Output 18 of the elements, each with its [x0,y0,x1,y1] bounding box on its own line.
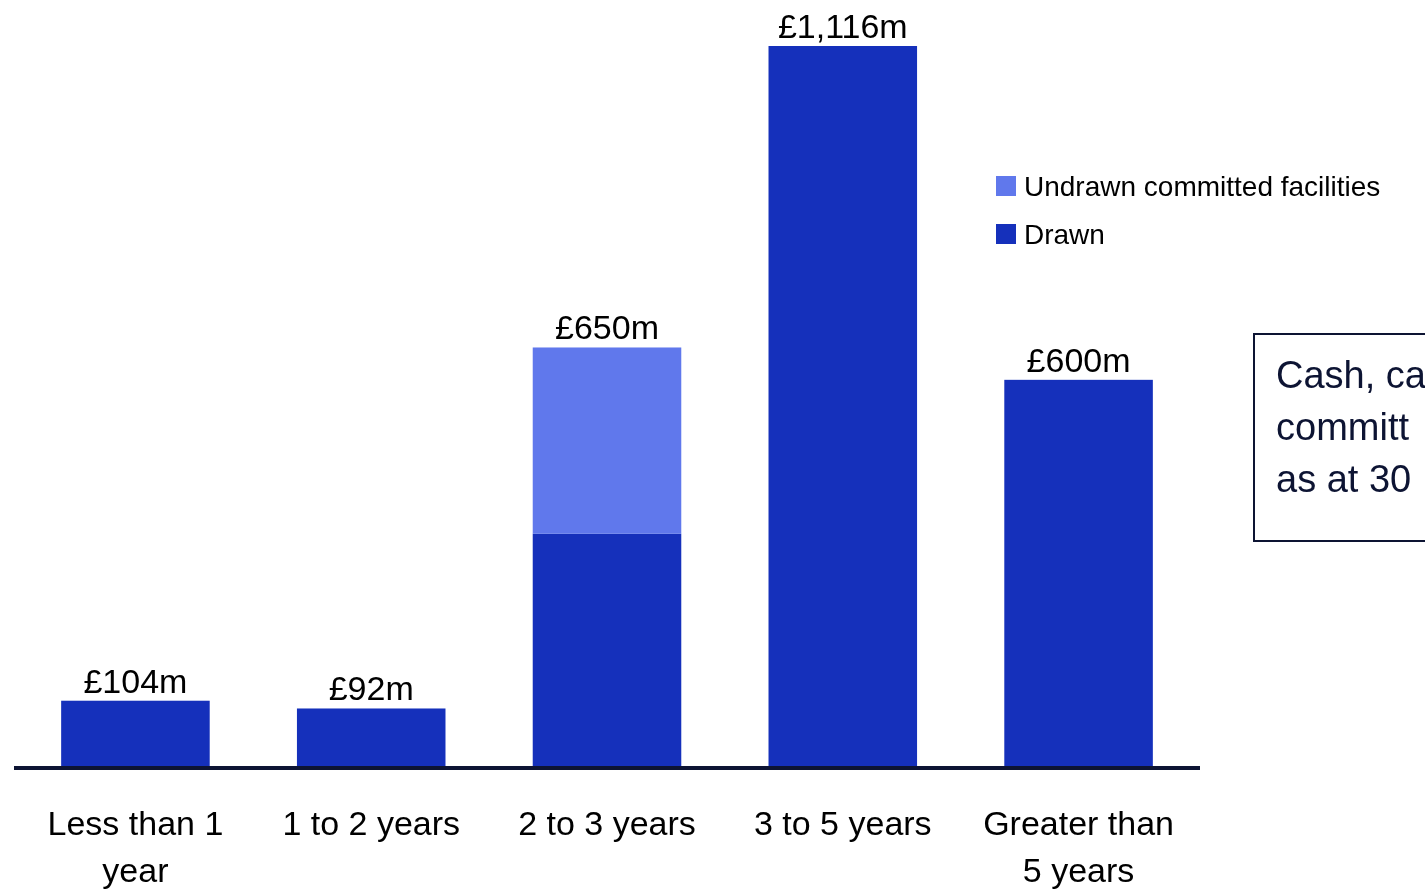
bar [296,708,446,768]
data-label: £1,116m [777,7,908,45]
bar [532,347,682,534]
bar [1004,379,1153,768]
x-tick-label: 2 to 3 years [518,804,696,842]
x-tick-label: Greater than 5 years [983,804,1175,889]
legend-label: Drawn [1024,219,1105,250]
bar [532,533,682,768]
legend-label: Undrawn committed facilities [1024,171,1381,202]
bar [61,700,210,768]
x-tick-label: 3 to 5 years [753,804,932,842]
data-label: £92m [328,669,414,708]
total-label: £650m [555,308,659,347]
x-tick-label: Less than 1 year [47,804,224,889]
x-tick-label: 1 to 2 years [282,804,461,842]
data-label: £600m [1026,340,1131,379]
data-label: £104m [83,661,188,700]
bar [768,46,918,768]
